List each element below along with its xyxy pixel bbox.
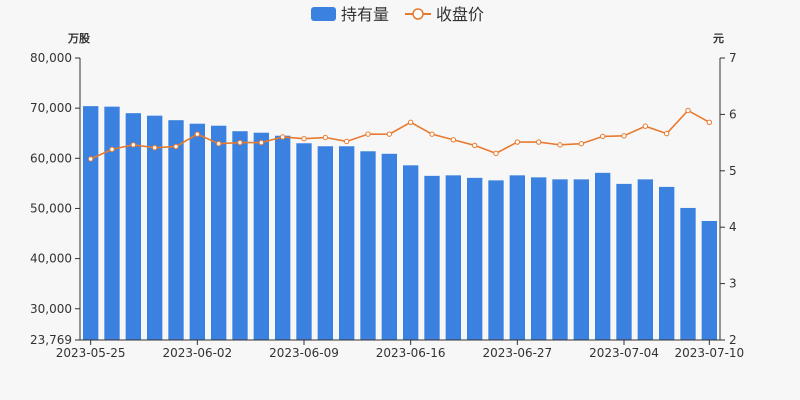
holding-bar bbox=[82, 106, 99, 340]
x-tick-label: 2023-05-25 bbox=[56, 346, 126, 360]
close-price-point bbox=[194, 131, 201, 137]
holding-bar bbox=[530, 177, 547, 340]
y-right-tick-label: 7 bbox=[729, 51, 737, 65]
holding-bar bbox=[104, 106, 120, 341]
close-price-point bbox=[663, 130, 670, 137]
close-price-point bbox=[215, 141, 222, 147]
holding-bar bbox=[125, 113, 142, 340]
holding-bar bbox=[360, 151, 376, 340]
y-left-tick-label: 30,000 bbox=[30, 302, 72, 316]
y-right-tick-label: 6 bbox=[729, 107, 737, 121]
x-tick-label: 2023-06-16 bbox=[376, 346, 446, 360]
y-left-unit: 万股 bbox=[67, 32, 91, 45]
close-price-point bbox=[258, 139, 265, 146]
close-price-point bbox=[322, 134, 329, 141]
close-price-point bbox=[450, 137, 457, 143]
holding-bar bbox=[509, 175, 526, 340]
close-price-point bbox=[130, 142, 137, 148]
close-price-point bbox=[514, 139, 521, 145]
close-price-point bbox=[109, 146, 115, 153]
holding-bar bbox=[146, 115, 163, 340]
y-left-tick-label: 60,000 bbox=[30, 151, 72, 165]
close-price-point bbox=[301, 135, 307, 142]
close-price-point bbox=[429, 131, 435, 137]
holding-bar bbox=[680, 207, 696, 340]
holding-bar bbox=[210, 125, 227, 340]
close-price-line bbox=[90, 109, 710, 160]
close-price-point bbox=[685, 107, 691, 114]
holding-bar bbox=[466, 177, 483, 340]
x-tick-label: 2023-07-04 bbox=[589, 346, 659, 360]
holding-bar bbox=[296, 143, 312, 340]
holding-bar bbox=[189, 123, 206, 340]
holding-bar bbox=[594, 172, 611, 340]
x-tick-label: 2023-06-27 bbox=[482, 346, 552, 360]
holding-bar bbox=[338, 146, 355, 340]
close-price-point bbox=[642, 123, 649, 129]
holding-bar bbox=[168, 120, 184, 340]
holding-bar bbox=[552, 179, 568, 340]
holding-bar bbox=[381, 153, 398, 340]
close-price-point bbox=[493, 150, 499, 157]
legend: 持有量 收盘价 bbox=[311, 5, 484, 24]
y-right-tick-label: 2 bbox=[729, 333, 737, 347]
close-price-point bbox=[151, 144, 158, 151]
y-right-tick-label: 4 bbox=[729, 220, 737, 234]
y-left-tick-label: 23,769 bbox=[30, 333, 72, 347]
close-price-point bbox=[557, 142, 563, 148]
close-price-point bbox=[621, 133, 627, 139]
holding-bar bbox=[488, 180, 504, 340]
close-price-point bbox=[535, 139, 542, 145]
y-left-tick-label: 80,000 bbox=[30, 51, 72, 65]
x-tick-label: 2023-06-09 bbox=[269, 346, 339, 360]
legend-bar-label: 持有量 bbox=[341, 5, 389, 24]
close-price-point bbox=[87, 156, 94, 162]
y-right-unit: 元 bbox=[713, 32, 724, 45]
x-tick-label: 2023-07-10 bbox=[674, 346, 744, 360]
holding-bar bbox=[253, 132, 270, 340]
x-tick-label: 2023-06-02 bbox=[162, 346, 232, 360]
holding-bar bbox=[573, 179, 590, 340]
legend-bar-swatch bbox=[311, 7, 336, 21]
y-left-tick-label: 40,000 bbox=[30, 252, 72, 266]
legend-line-marker bbox=[412, 8, 424, 20]
close-price-point bbox=[599, 133, 606, 140]
holding-bar bbox=[402, 165, 419, 340]
y-left-tick-label: 50,000 bbox=[30, 201, 72, 215]
close-price-point bbox=[365, 131, 371, 137]
holding-bar bbox=[701, 220, 718, 340]
holding-bar bbox=[274, 135, 291, 340]
holding-bar bbox=[616, 183, 632, 340]
holding-bar bbox=[637, 179, 654, 340]
close-price-point bbox=[471, 142, 478, 149]
close-price-point bbox=[237, 139, 243, 146]
close-price-point bbox=[173, 143, 179, 150]
holding-bar bbox=[658, 186, 675, 340]
close-price-point bbox=[343, 138, 350, 145]
y-right-tick-label: 3 bbox=[729, 277, 737, 291]
holding-bar bbox=[445, 175, 462, 340]
holding-bar bbox=[317, 146, 334, 340]
holding-bar bbox=[232, 131, 248, 340]
close-price-point bbox=[407, 119, 414, 126]
close-price-point bbox=[386, 131, 393, 137]
holding-bar bbox=[424, 175, 440, 340]
y-right-tick-label: 5 bbox=[729, 164, 737, 178]
legend-line-label: 收盘价 bbox=[436, 5, 484, 24]
close-price-point bbox=[578, 141, 585, 147]
close-price-point bbox=[279, 134, 286, 140]
y-left-tick-label: 70,000 bbox=[30, 101, 72, 115]
close-price-point bbox=[706, 119, 713, 126]
